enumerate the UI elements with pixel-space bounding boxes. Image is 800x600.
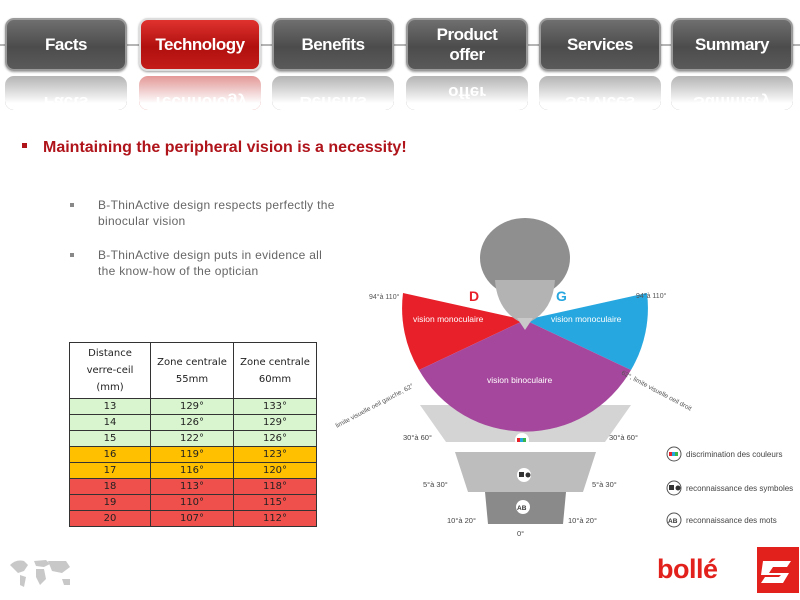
word-recognition-icon xyxy=(666,512,682,528)
cell-distance: 16 xyxy=(69,446,151,463)
cell-zone-60: 123° xyxy=(233,446,317,463)
header-zone-55: Zone centrale 55mm xyxy=(150,342,234,399)
legend-item: discrimination des couleurs xyxy=(666,446,783,462)
band1-left-label: 30°à 60° xyxy=(403,433,432,442)
bullet-square-icon xyxy=(70,203,74,207)
nav-services-button[interactable]: Services xyxy=(539,18,661,71)
cell-zone-60: 126° xyxy=(233,430,317,447)
zero-degree-label: 0° xyxy=(517,529,524,538)
bullet-item: B-ThinActive design respects perfectly t… xyxy=(70,197,340,229)
head-icon xyxy=(480,218,570,298)
cell-zone-60: 115° xyxy=(233,494,317,511)
cell-zone-55: 113° xyxy=(150,478,234,495)
cell-zone-60: 112° xyxy=(233,510,317,527)
nav-summary-reflection: Summary xyxy=(671,76,793,110)
headline-text: Maintaining the peripheral vision is a n… xyxy=(43,139,407,156)
table-row: 13 129° 133° xyxy=(69,398,317,415)
cell-distance: 20 xyxy=(69,510,151,527)
table-row: 18 113° 118° xyxy=(69,478,317,495)
legend: discrimination des couleurs reconnaissan… xyxy=(666,446,793,528)
vision-center-label: vision binoculaire xyxy=(487,375,552,385)
vision-left-sector xyxy=(402,293,525,370)
nav-facts-reflection: Facts xyxy=(5,76,127,110)
brand-mark-icon xyxy=(757,547,799,593)
bullet-list: B-ThinActive design respects perfectly t… xyxy=(70,197,340,297)
color-discrimination-icon xyxy=(515,433,529,447)
bullet-item: B-ThinActive design puts in evidence all… xyxy=(70,247,340,279)
nav-technology-reflection: Technology xyxy=(139,76,261,110)
cell-zone-55: 122° xyxy=(150,430,234,447)
symbol-recognition-icon xyxy=(517,468,531,482)
bullet-square-icon xyxy=(70,253,74,257)
letter-g: G xyxy=(556,288,567,304)
cell-zone-55: 119° xyxy=(150,446,234,463)
cell-zone-60: 118° xyxy=(233,478,317,495)
svg-text:AB: AB xyxy=(517,505,527,512)
cell-distance: 14 xyxy=(69,414,151,431)
band2-left-label: 5°à 30° xyxy=(423,480,448,489)
vision-right-sector xyxy=(525,293,648,370)
band3-right-label: 10°à 20° xyxy=(568,516,597,525)
table-header-row: Distance verre-ceil (mm) Zone centrale 5… xyxy=(69,342,317,399)
top-navigation: Facts Technology Benefits Product offer … xyxy=(0,0,800,110)
bolle-logo: bollé xyxy=(657,547,799,593)
table-row: 16 119° 123° xyxy=(69,446,317,463)
vision-right-label: vision monoculaire xyxy=(551,314,622,324)
table-row: 19 110° 115° xyxy=(69,494,317,511)
cell-zone-55: 129° xyxy=(150,398,234,415)
cell-distance: 17 xyxy=(69,462,151,479)
svg-text:AB: AB xyxy=(668,518,678,525)
face-icon xyxy=(495,280,555,322)
cell-zone-60: 133° xyxy=(233,398,317,415)
header-distance: Distance verre-ceil (mm) xyxy=(69,342,151,399)
cell-zone-60: 129° xyxy=(233,414,317,431)
nav-divider-line xyxy=(0,44,800,46)
nav-summary-button[interactable]: Summary xyxy=(671,18,793,71)
angle-top-left: 94°à 110° xyxy=(369,293,400,301)
vision-left-label: vision monoculaire xyxy=(413,314,484,324)
cell-zone-55: 110° xyxy=(150,494,234,511)
table-row: 17 116° 120° xyxy=(69,462,317,479)
nav-technology-button[interactable]: Technology xyxy=(139,18,261,71)
band3-left-label: 10°à 20° xyxy=(447,516,476,525)
table-row: 20 107° 112° xyxy=(69,510,317,527)
letter-d: D xyxy=(469,288,479,304)
nav-product-offer-button[interactable]: Product offer xyxy=(406,18,528,71)
vision-field-diagram: D G vision monoculaire vision monoculair… xyxy=(334,218,793,538)
slide-headline: Maintaining the peripheral vision is a n… xyxy=(22,139,407,157)
vision-center-sector xyxy=(419,320,631,432)
angle-top-right: 94°à 110° xyxy=(636,292,667,300)
brand-name: bollé xyxy=(657,554,718,584)
nav-benefits-reflection: Benefits xyxy=(272,76,394,110)
nav-facts-button[interactable]: Facts xyxy=(5,18,127,71)
header-zone-60: Zone centrale 60mm xyxy=(233,342,317,399)
nav-benefits-button[interactable]: Benefits xyxy=(272,18,394,71)
nav-product-offer-reflection: Product offer xyxy=(406,76,528,110)
cell-zone-55: 107° xyxy=(150,510,234,527)
world-map-icon xyxy=(10,560,70,587)
nav-services-reflection: Services xyxy=(539,76,661,110)
svg-text:discrimination des couleurs: discrimination des couleurs xyxy=(686,450,783,459)
nose-icon xyxy=(517,318,533,330)
word-recognition-icon: AB xyxy=(516,500,530,514)
table-row: 15 122° 126° xyxy=(69,430,317,447)
table-row: 14 126° 129° xyxy=(69,414,317,431)
cell-zone-60: 120° xyxy=(233,462,317,479)
band1-right-label: 30°à 60° xyxy=(609,433,638,442)
cell-distance: 13 xyxy=(69,398,151,415)
cell-distance: 18 xyxy=(69,478,151,495)
cell-zone-55: 116° xyxy=(150,462,234,479)
limit-right-label: 62°, limite visuelle oeil droit xyxy=(620,369,693,413)
cell-distance: 15 xyxy=(69,430,151,447)
limit-left-label: limite visuelle oeil gauche, 62° xyxy=(334,382,415,430)
band2-right-label: 5°à 30° xyxy=(592,480,617,489)
svg-text:reconnaissance des symboles: reconnaissance des symboles xyxy=(686,484,793,493)
bullet-square-icon xyxy=(22,143,27,149)
legend-item: AB reconnaissance des mots xyxy=(666,512,777,528)
cell-distance: 19 xyxy=(69,494,151,511)
legend-item: reconnaissance des symboles xyxy=(666,480,793,496)
field-of-view-table: Distance verre-ceil (mm) Zone centrale 5… xyxy=(69,342,317,527)
cell-zone-55: 126° xyxy=(150,414,234,431)
svg-text:reconnaissance des mots: reconnaissance des mots xyxy=(686,516,777,525)
